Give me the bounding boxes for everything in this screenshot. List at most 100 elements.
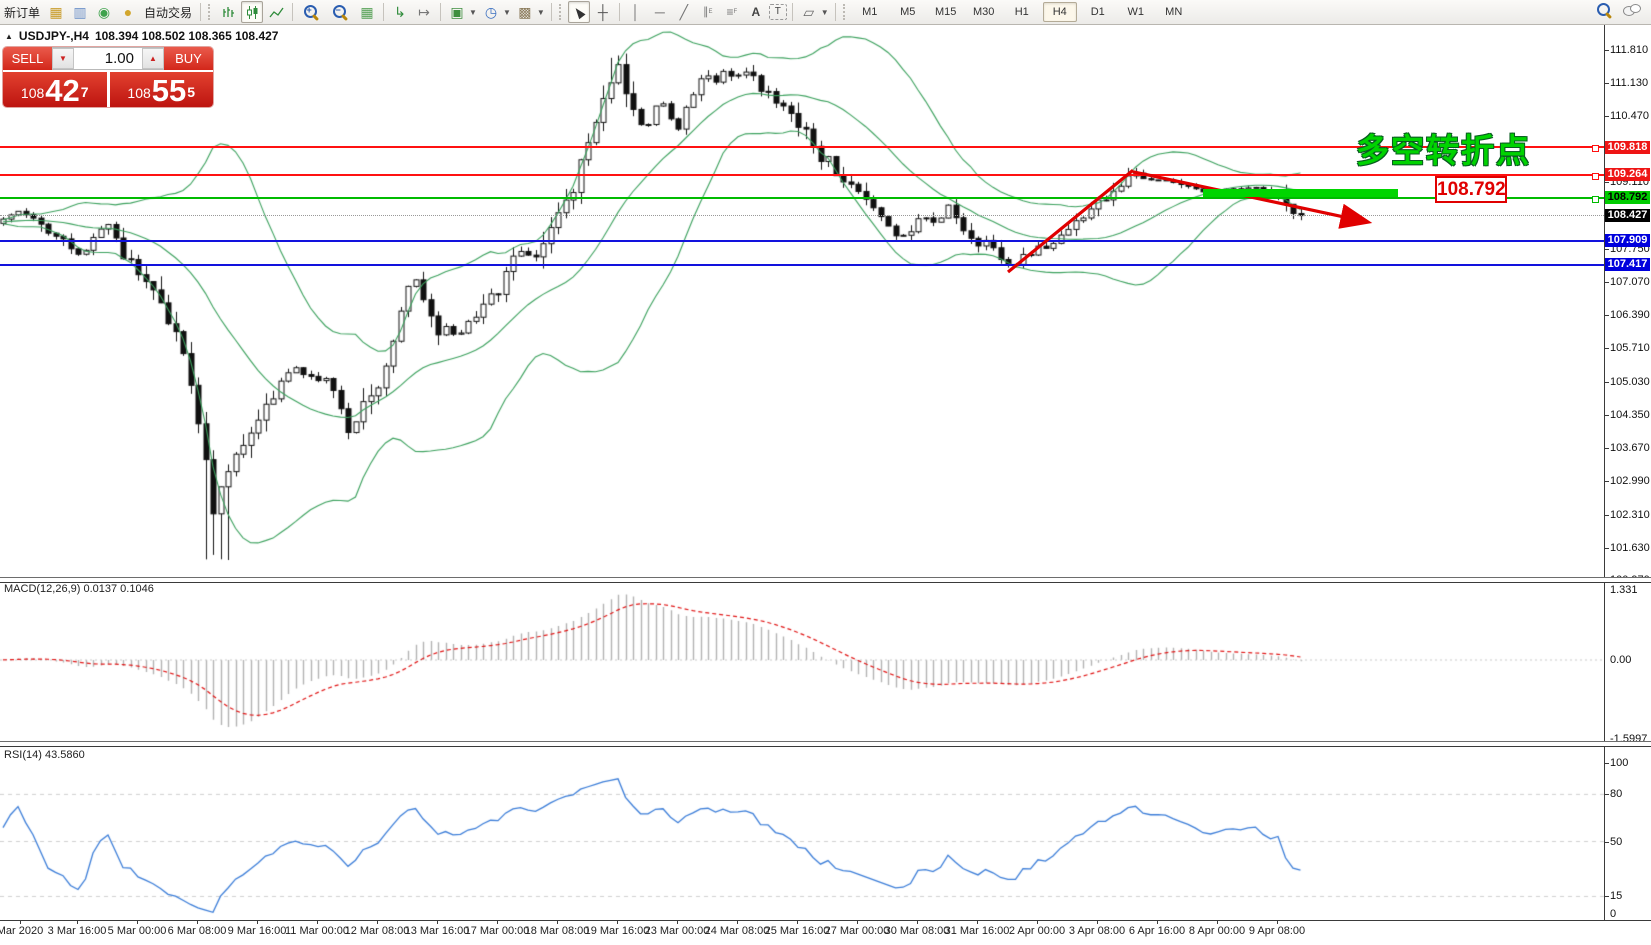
axis-tick xyxy=(1604,116,1609,117)
buy-button[interactable]: BUY xyxy=(164,47,213,70)
volume-up-button[interactable]: ▲ xyxy=(142,48,164,69)
toolbar-separator xyxy=(200,3,202,21)
volume-input[interactable]: 1.00 xyxy=(104,50,134,67)
terminal-icon[interactable]: ▥ xyxy=(73,4,87,20)
shapes-icon[interactable]: ▱ xyxy=(803,4,815,20)
panel-divider[interactable] xyxy=(0,577,1651,583)
horizontal-line-109.818[interactable] xyxy=(0,146,1604,148)
periods-icon[interactable]: ◷ xyxy=(484,4,498,20)
time-axis-label: 13 Mar 16:00 xyxy=(404,925,470,937)
horizontal-line-107.909[interactable] xyxy=(0,240,1604,242)
bar-chart-icon[interactable] xyxy=(217,1,239,23)
sell-price-pips: 42 xyxy=(45,73,80,107)
time-axis-tick xyxy=(497,920,498,924)
line-selection-marker[interactable] xyxy=(1592,173,1599,180)
timeframe-h4[interactable]: H4 xyxy=(1042,2,1077,22)
time-axis-label: 18 Mar 08:00 xyxy=(524,925,590,937)
autotrading-icon[interactable]: ● xyxy=(123,4,133,20)
cursor-icon[interactable] xyxy=(567,1,590,23)
timeframe-w1[interactable]: W1 xyxy=(1127,6,1144,18)
axis-tick xyxy=(1604,794,1609,795)
price-axis-line xyxy=(1604,24,1605,920)
market-watch-icon[interactable]: ▦ xyxy=(49,4,63,20)
chat-icon[interactable] xyxy=(1623,3,1641,18)
price-line-label: 108.427 xyxy=(1605,209,1650,222)
templates-icon[interactable]: ▩ xyxy=(518,4,532,20)
axis-tick xyxy=(1604,182,1609,183)
price-line-label: 107.417 xyxy=(1605,258,1650,271)
line-chart-icon[interactable] xyxy=(265,1,287,23)
new-order-button[interactable]: 新订单 xyxy=(4,5,41,20)
trendline-icon[interactable]: ╱ xyxy=(679,4,689,20)
time-axis-label: 30 Mar 08:00 xyxy=(884,925,950,937)
line-selection-marker[interactable] xyxy=(1592,196,1599,203)
timeframe-h1[interactable]: H1 xyxy=(1014,6,1029,18)
timeframe-d1[interactable]: D1 xyxy=(1090,6,1105,18)
chevron-down-icon[interactable]: ▼ xyxy=(536,7,545,17)
horizontal-line-icon[interactable]: ─ xyxy=(654,4,665,20)
time-axis-tick xyxy=(617,920,618,924)
vertical-line-icon[interactable]: │ xyxy=(631,4,641,20)
symbol-period: USDJPY-,H4 xyxy=(18,29,89,43)
buy-price-figure: 108 xyxy=(127,85,151,101)
volume-down-button[interactable]: ▼ xyxy=(52,48,74,69)
autotrading-button[interactable]: 自动交易 xyxy=(144,5,193,20)
timeframe-m15[interactable]: M15 xyxy=(935,6,957,18)
line-selection-marker[interactable] xyxy=(1592,145,1599,152)
axis-tick xyxy=(1604,249,1609,250)
time-axis-tick xyxy=(1157,920,1158,924)
signals-icon[interactable]: ◉ xyxy=(97,4,111,20)
horizontal-line-109.264[interactable] xyxy=(0,174,1604,176)
axis-tick xyxy=(1604,515,1609,516)
timeframe-mn[interactable]: MN xyxy=(1165,6,1183,18)
auto-scroll-icon[interactable]: ↳ xyxy=(394,4,406,20)
text-label-icon[interactable]: T xyxy=(768,4,787,20)
time-axis-label: 9 Apr 08:00 xyxy=(1248,925,1306,937)
toolbar-grip xyxy=(558,4,564,20)
toolbar-separator xyxy=(383,3,385,21)
sell-button[interactable]: SELL xyxy=(3,47,52,70)
chevron-down-icon[interactable]: ▼ xyxy=(502,7,511,17)
chevron-down-icon[interactable]: ▼ xyxy=(820,7,829,17)
fibonacci-icon[interactable]: ≡ F xyxy=(726,5,738,19)
axis-tick xyxy=(1604,448,1609,449)
axis-tick-label: 105.710 xyxy=(1610,342,1650,354)
buy-price[interactable]: 108 55 5 xyxy=(109,72,213,107)
toolbar-grip xyxy=(208,4,213,20)
time-axis-tick xyxy=(197,920,198,924)
chart-shift-icon[interactable]: ↦ xyxy=(418,4,430,20)
zoom-in-icon[interactable]: + xyxy=(303,4,320,21)
time-axis-tick xyxy=(1037,920,1038,924)
panel-divider[interactable] xyxy=(0,741,1651,747)
buy-price-pipette: 5 xyxy=(187,84,196,100)
search-icon[interactable] xyxy=(1596,2,1613,20)
time-axis-label: 11 Mar 00:00 xyxy=(284,925,350,937)
horizontal-line-108.427[interactable] xyxy=(0,215,1604,216)
time-axis-tick xyxy=(797,920,798,924)
timeframe-m1[interactable]: M1 xyxy=(862,6,878,18)
timeframe-m30[interactable]: M30 xyxy=(973,6,995,18)
candlestick-chart-icon[interactable] xyxy=(241,1,264,23)
timeframe-m5[interactable]: M5 xyxy=(900,6,916,18)
crosshair-icon[interactable]: ┼ xyxy=(597,4,608,20)
horizontal-line-107.417[interactable] xyxy=(0,264,1604,266)
axis-tick-label: 50 xyxy=(1610,836,1623,848)
time-axis-tick xyxy=(377,920,378,924)
chevron-down-icon[interactable]: ▼ xyxy=(469,7,477,17)
axis-tick-label: 106.390 xyxy=(1610,309,1650,321)
axis-tick-label: 103.670 xyxy=(1610,442,1650,454)
zoom-out-icon[interactable]: − xyxy=(332,4,349,21)
time-axis-tick xyxy=(917,920,918,924)
axis-tick-label: 101.630 xyxy=(1610,542,1650,554)
text-icon[interactable]: A xyxy=(751,5,761,19)
axis-tick-label: 100 xyxy=(1610,757,1629,769)
tile-windows-icon[interactable]: ▦ xyxy=(360,4,374,20)
new-chart-icon[interactable]: ▣ xyxy=(450,4,464,20)
axis-tick xyxy=(1604,315,1609,316)
equidistant-channel-icon[interactable]: ∥ E xyxy=(703,6,713,18)
sell-price[interactable]: 108 42 7 xyxy=(3,72,107,107)
time-axis-label: 17 Mar 00:00 xyxy=(464,925,530,937)
horizontal-line-108.792[interactable] xyxy=(0,197,1604,199)
price-line-label: 108.792 xyxy=(1605,191,1650,204)
